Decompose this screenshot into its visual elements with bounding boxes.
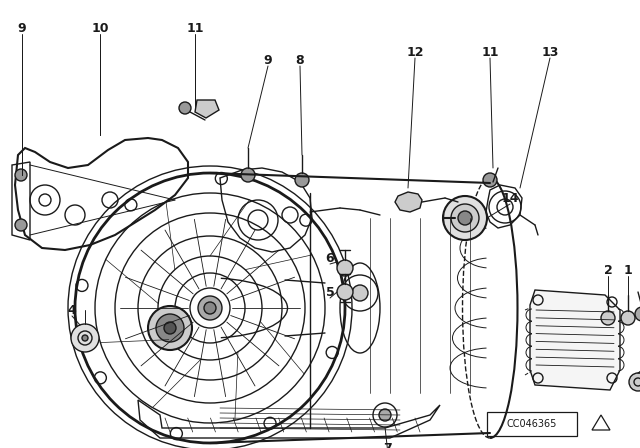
Text: 2: 2 xyxy=(604,263,612,276)
Text: 7: 7 xyxy=(383,441,392,448)
Circle shape xyxy=(483,173,497,187)
Circle shape xyxy=(337,260,353,276)
Circle shape xyxy=(241,168,255,182)
Text: 8: 8 xyxy=(296,53,304,66)
Circle shape xyxy=(179,102,191,114)
Circle shape xyxy=(352,285,368,301)
Circle shape xyxy=(82,335,88,341)
Circle shape xyxy=(71,324,99,352)
Text: 9: 9 xyxy=(264,53,272,66)
Circle shape xyxy=(621,311,635,325)
Text: 11: 11 xyxy=(481,46,499,59)
Circle shape xyxy=(443,196,487,240)
Text: 14: 14 xyxy=(501,191,519,204)
Polygon shape xyxy=(530,290,620,390)
Circle shape xyxy=(635,307,640,321)
Polygon shape xyxy=(195,100,219,118)
Circle shape xyxy=(337,284,353,300)
Text: 4: 4 xyxy=(68,303,76,316)
Circle shape xyxy=(629,373,640,391)
Circle shape xyxy=(601,311,615,325)
Text: 9: 9 xyxy=(18,22,26,34)
Circle shape xyxy=(451,204,479,232)
Circle shape xyxy=(148,306,192,350)
Circle shape xyxy=(164,322,176,334)
Circle shape xyxy=(156,314,184,342)
Text: 12: 12 xyxy=(406,46,424,59)
Text: 6: 6 xyxy=(326,251,334,264)
Circle shape xyxy=(295,173,309,187)
Text: 13: 13 xyxy=(541,46,559,59)
Text: 5: 5 xyxy=(326,285,334,298)
Polygon shape xyxy=(395,192,422,212)
Text: 10: 10 xyxy=(92,22,109,34)
Circle shape xyxy=(379,409,391,421)
Circle shape xyxy=(204,302,216,314)
Circle shape xyxy=(15,169,27,181)
Text: 11: 11 xyxy=(186,22,204,34)
Circle shape xyxy=(198,296,222,320)
Text: 1: 1 xyxy=(623,263,632,276)
Circle shape xyxy=(15,219,27,231)
Circle shape xyxy=(458,211,472,225)
Text: CC046365: CC046365 xyxy=(507,419,557,429)
